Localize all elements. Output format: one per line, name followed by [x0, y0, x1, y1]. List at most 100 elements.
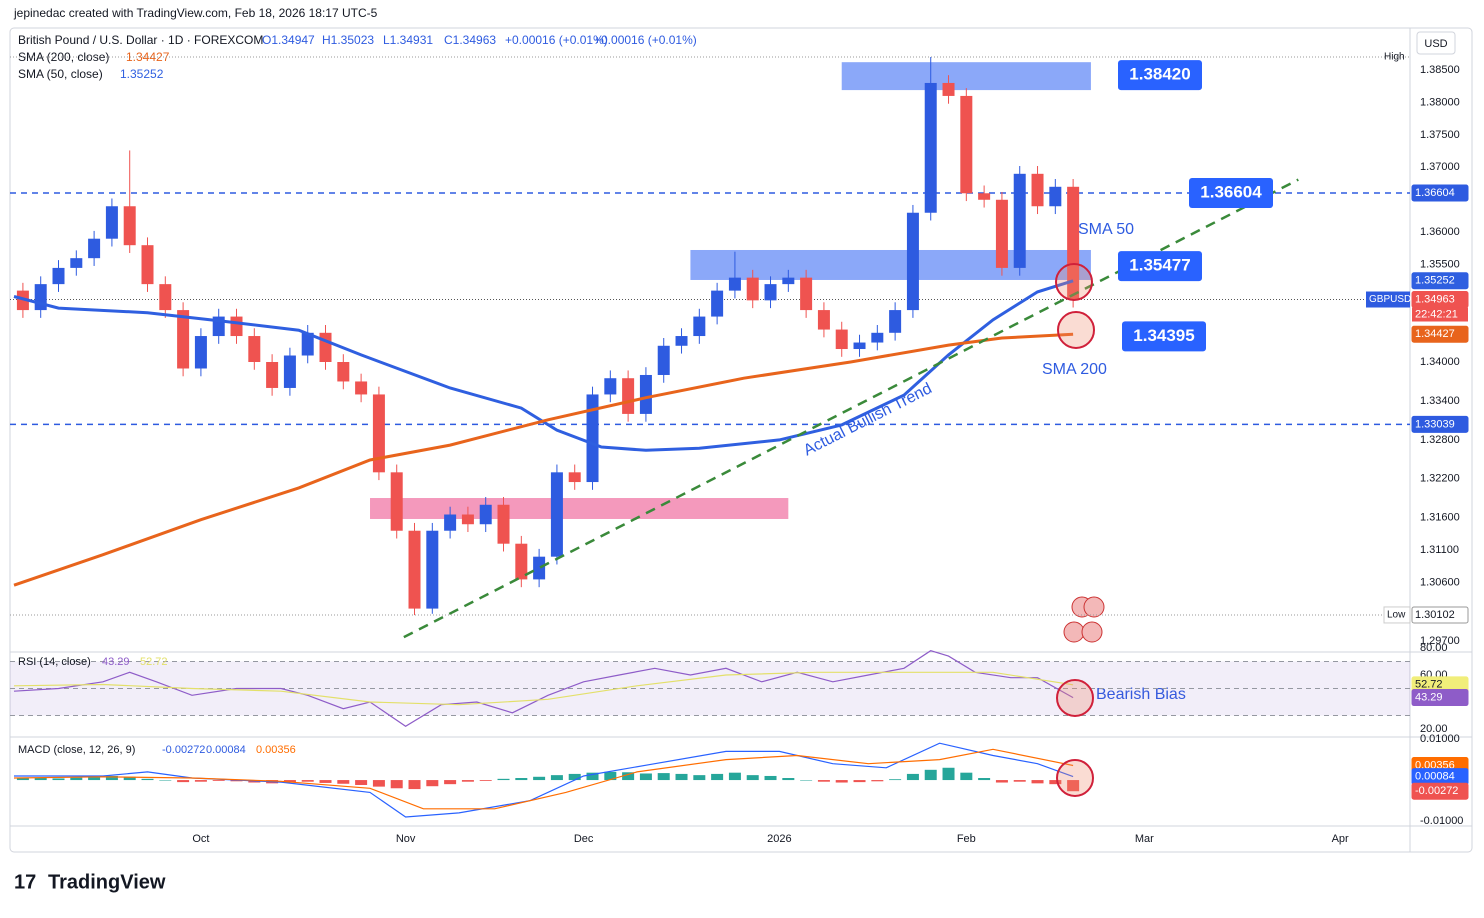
macd-histogram [1067, 780, 1080, 792]
macd-histogram [568, 773, 581, 781]
macd-histogram [693, 775, 706, 781]
rsi-line [13, 671, 1074, 706]
macd-histogram [871, 780, 884, 782]
x-tick-label: Dec [574, 833, 594, 845]
high-label: High [1384, 52, 1405, 63]
macd-histogram [924, 769, 937, 781]
ticker: GBPUSD [1369, 294, 1411, 305]
price-tag-label: 1.35252 [1415, 275, 1455, 287]
macd-histogram [978, 778, 991, 781]
legend-value: 1.35252 [120, 67, 164, 81]
macd-histogram [515, 778, 528, 781]
candle-body [675, 336, 688, 346]
macd-histogram [1049, 780, 1062, 785]
macd-histogram [159, 780, 172, 781]
candle-body [657, 345, 670, 375]
macd-histogram [550, 775, 563, 781]
price-tag [1411, 689, 1469, 707]
candle-body [194, 336, 207, 369]
candle-body [711, 290, 724, 317]
legend-value: 43.29 [102, 656, 130, 668]
macd-histogram [301, 780, 314, 782]
candle-body [52, 267, 65, 285]
callout-box [1118, 251, 1202, 282]
macd-histogram [639, 773, 652, 781]
macd-histogram [52, 778, 65, 781]
candle-body [693, 316, 706, 337]
event-flag[interactable] [1081, 621, 1103, 643]
ohlc: H1.35023 [322, 33, 374, 47]
candle-body [159, 284, 172, 311]
candle-body [604, 378, 617, 395]
price-tag-label: 1.30102 [1415, 609, 1455, 621]
candle-body [889, 310, 902, 333]
frame [9, 27, 1473, 853]
price-tag [1411, 782, 1469, 800]
candle-body [34, 284, 47, 311]
macd-histogram [177, 780, 190, 783]
candle-body [568, 472, 581, 483]
y-tick-label: 1.38000 [1420, 96, 1460, 108]
candle-body [355, 381, 368, 395]
candle-body [586, 394, 599, 483]
y-tick-label: 1.35500 [1420, 259, 1460, 271]
macd-histogram [123, 776, 136, 781]
candle-body [746, 277, 759, 301]
event-flag[interactable] [1063, 621, 1085, 643]
macd-histogram [461, 780, 474, 782]
macd-line [13, 748, 1074, 810]
macd-histogram [764, 775, 777, 781]
currency[interactable]: USD [1424, 38, 1447, 50]
y-tick-label: 0.01000 [1420, 733, 1460, 745]
macd-histogram [533, 776, 546, 781]
candle-body [497, 504, 510, 544]
callout-label: 1.34395 [1133, 326, 1194, 345]
candle-body [533, 556, 546, 580]
macd-histogram [88, 776, 101, 781]
zone [690, 249, 1091, 280]
callout-label: 1.35477 [1129, 256, 1190, 275]
macd-histogram [141, 778, 154, 781]
callout-box [1122, 321, 1206, 352]
macd-histogram [355, 780, 368, 785]
macd-histogram [800, 780, 813, 781]
y-tick-label: 1.30600 [1420, 577, 1460, 589]
macd-histogram [319, 780, 332, 783]
price-tag-label: 1.34963 [1415, 293, 1455, 305]
price-tag-label: 43.29 [1415, 691, 1443, 703]
rsi-line [13, 650, 1074, 728]
candle-body [782, 277, 795, 285]
highlight-circle [1056, 759, 1094, 797]
candle-body [906, 212, 919, 311]
x-tick-label: Feb [957, 833, 976, 845]
legend-value: 0.00084 [206, 744, 246, 756]
candle-body [978, 193, 991, 200]
event-flag[interactable] [1083, 596, 1105, 618]
candle-body [639, 374, 652, 414]
candle-body [550, 472, 563, 557]
annotation: SMA 200 [1042, 361, 1107, 378]
legend-name: SMA (50, close) [18, 67, 103, 81]
candle-body [835, 329, 848, 350]
highlight-circle [1057, 311, 1095, 349]
macd-histogram [337, 780, 350, 784]
candle-body [70, 258, 83, 268]
price-tag-label: 1.34427 [1415, 328, 1455, 340]
macd-histogram [995, 780, 1008, 783]
currency-button[interactable] [1416, 31, 1456, 55]
y-tick-label: -0.01000 [1420, 815, 1463, 827]
callout-label: 1.36604 [1200, 182, 1262, 201]
legend-value: 52.72 [140, 656, 168, 668]
price-tag-label: 1.33039 [1415, 418, 1455, 430]
price-tag [1411, 415, 1469, 433]
candle-body [88, 238, 101, 259]
macd-histogram [497, 778, 510, 781]
candle-body [337, 361, 350, 382]
candle-body [230, 316, 243, 337]
candle-body [372, 394, 385, 473]
x-tick-label: Nov [396, 833, 416, 845]
ohlc: L1.34931 [383, 33, 433, 47]
candle-body [817, 310, 830, 330]
y-tick-label: 1.37000 [1420, 161, 1460, 173]
